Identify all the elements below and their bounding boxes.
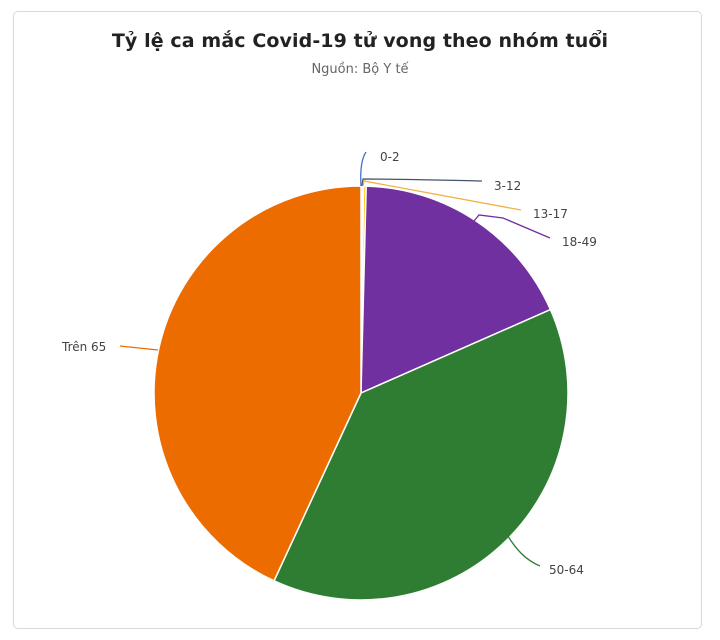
pie-slice-18-49 xyxy=(360,185,552,395)
connector-tren-65 xyxy=(119,345,159,351)
pie-slice-trên-65 xyxy=(153,185,362,582)
connector-0-2 xyxy=(360,151,367,187)
connector-18-49 xyxy=(473,214,551,239)
label-13-17: 13-17 xyxy=(533,207,568,221)
label-tren-65: Trên 65 xyxy=(61,340,106,354)
chart-subtitle: Nguồn: Bộ Y tế xyxy=(311,62,409,77)
label-50-64: 50-64 xyxy=(549,563,584,577)
label-18-49: 18-49 xyxy=(562,235,597,249)
pie-slice-50-64 xyxy=(273,308,569,601)
pie-slices xyxy=(153,185,569,601)
label-3-12: 3-12 xyxy=(494,179,521,193)
connector-13-17 xyxy=(362,180,522,211)
label-0-2: 0-2 xyxy=(380,150,400,164)
connector-3-12 xyxy=(361,178,483,187)
connector-50-64 xyxy=(505,532,541,567)
chart-title: Tỷ lệ ca mắc Covid-19 tử vong theo nhóm … xyxy=(111,30,609,52)
